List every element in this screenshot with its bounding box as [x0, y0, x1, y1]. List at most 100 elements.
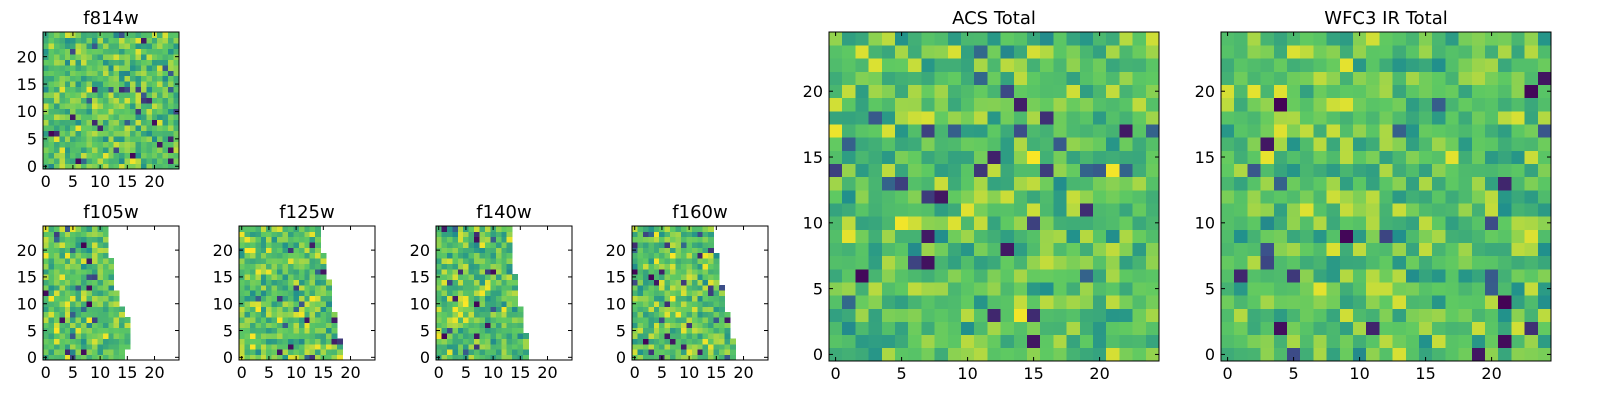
heatmap-cell — [1524, 163, 1539, 178]
heatmap-cell — [271, 343, 278, 350]
heatmap-cell — [102, 327, 109, 334]
heatmap-cell — [1458, 84, 1473, 99]
heatmap-cell — [881, 97, 896, 112]
heatmap-cell — [1300, 268, 1314, 283]
heatmap-cell — [108, 59, 115, 66]
heatmap-cell — [102, 252, 109, 259]
heatmap-cell — [1053, 334, 1067, 349]
heatmap-cell — [855, 150, 869, 164]
heatmap-cell — [632, 333, 638, 339]
heatmap-cell — [75, 317, 82, 323]
heatmap-cell — [484, 268, 491, 275]
heatmap-cell — [523, 354, 529, 361]
heatmap-cell — [1027, 110, 1041, 125]
heatmap-cell — [1145, 32, 1160, 46]
heatmap-cell — [642, 338, 649, 345]
heatmap-cell — [271, 268, 278, 275]
y-tick-label: 0 — [420, 348, 430, 367]
heatmap-cell — [59, 258, 66, 264]
heatmap-cell — [1313, 45, 1327, 59]
heatmap-cell — [1339, 255, 1354, 270]
heatmap-cell — [474, 268, 480, 275]
heatmap-cell — [135, 92, 142, 99]
heatmap-cell — [1079, 97, 1094, 112]
heatmap-cell — [1260, 163, 1275, 178]
heatmap-cell — [1379, 32, 1393, 46]
heatmap-cell — [1445, 176, 1459, 191]
heatmap-cell — [157, 70, 164, 77]
heatmap-cell — [75, 42, 82, 49]
heatmap-cell — [921, 321, 935, 336]
heatmap-cell — [1537, 216, 1552, 230]
heatmap-cell — [686, 301, 693, 307]
heatmap-cell — [1000, 242, 1015, 257]
heatmap-cell — [1247, 242, 1261, 257]
heatmap-cell — [326, 295, 332, 302]
heatmap-cell — [446, 274, 453, 280]
heatmap-cell — [1287, 32, 1301, 46]
heatmap-cell — [70, 125, 77, 132]
heatmap-cell — [1287, 308, 1301, 322]
heatmap-cell — [168, 152, 174, 159]
heatmap-cell — [908, 97, 922, 112]
heatmap-cell — [53, 322, 60, 329]
heatmap-cell — [1445, 347, 1459, 362]
heatmap-cell — [1313, 32, 1327, 46]
heatmap-cell — [436, 338, 442, 345]
heatmap-cell — [868, 189, 883, 204]
heatmap-cell — [495, 306, 502, 313]
heatmap-cell — [719, 333, 725, 339]
heatmap-cell — [1027, 268, 1041, 283]
heatmap-cell — [91, 163, 98, 170]
heatmap-cell — [436, 284, 442, 291]
heatmap-cell — [331, 311, 338, 318]
heatmap-cell — [632, 306, 638, 313]
heatmap-cell — [1013, 58, 1028, 72]
heatmap-cell — [1366, 229, 1380, 243]
heatmap-cell — [91, 252, 98, 259]
heatmap-cell — [842, 124, 856, 138]
heatmap-cell — [1145, 58, 1160, 72]
heatmap-cell — [474, 349, 480, 356]
heatmap-cell — [670, 317, 676, 323]
heatmap-cell — [249, 284, 256, 291]
heatmap-cell — [1093, 163, 1107, 178]
heatmap-cell — [249, 327, 256, 334]
heatmap-cell — [43, 349, 49, 356]
heatmap-cell — [59, 141, 66, 148]
heatmap-cell — [921, 176, 935, 191]
heatmap-cell — [1339, 229, 1354, 243]
heatmap-cell — [1300, 45, 1314, 59]
heatmap-cell — [702, 247, 709, 254]
heatmap-cell — [1066, 242, 1081, 257]
heatmap-cell — [1537, 84, 1552, 99]
heatmap-cell — [468, 311, 475, 318]
x-tick-label: 10 — [90, 363, 110, 382]
heatmap-cell — [1000, 71, 1015, 86]
heatmap-cell — [1132, 334, 1147, 349]
heatmap-cell — [1419, 189, 1433, 204]
heatmap-cell — [157, 86, 164, 93]
heatmap-cell — [53, 136, 60, 142]
heatmap-cell — [1000, 45, 1015, 59]
heatmap-cell — [168, 147, 174, 153]
heatmap-cell — [1485, 32, 1499, 46]
heatmap-cell — [697, 301, 704, 307]
heatmap-cell — [1313, 176, 1327, 191]
heatmap-cell — [64, 125, 71, 132]
heatmap-cell — [53, 252, 60, 259]
heatmap-cell — [277, 284, 283, 291]
heatmap-cell — [309, 327, 316, 334]
heatmap-cell — [719, 354, 725, 361]
heatmap-cell — [124, 338, 131, 345]
heatmap-cell — [441, 247, 448, 254]
heatmap-cell — [1106, 229, 1120, 243]
heatmap-cell — [675, 306, 682, 313]
heatmap-cell — [43, 147, 49, 153]
heatmap-cell — [1353, 163, 1367, 178]
heatmap-cell — [1537, 334, 1552, 349]
heatmap-cell — [1093, 334, 1107, 349]
heatmap-cell — [48, 231, 55, 238]
heatmap-cell — [479, 290, 486, 297]
heatmap-cell — [670, 354, 676, 361]
